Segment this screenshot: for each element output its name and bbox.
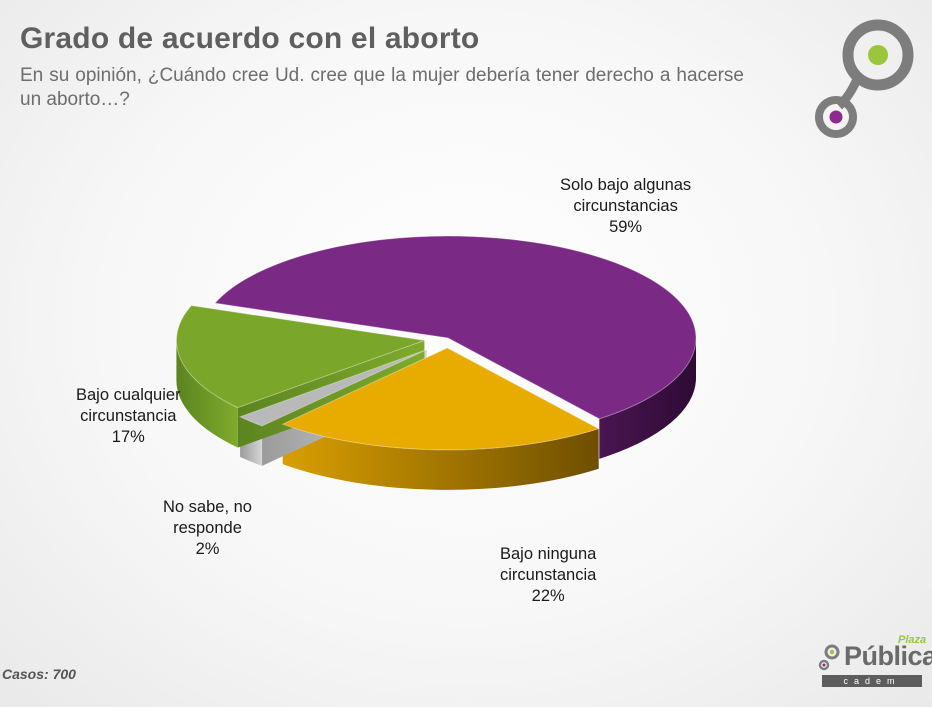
slice-label-bajo-ninguna: Bajo ninguna circunstancia 22% [500,544,596,607]
slice-label-line: responde [173,519,242,537]
brand-pin-icon [818,644,840,671]
pie-slice-no-sabe [238,349,427,427]
slice-label-bajo-cualquier: Bajo cualquier circunstancia 17% [76,385,181,448]
slice-label-line: Solo bajo algunas [560,176,692,194]
slice-label-line: No sabe, no [163,498,252,516]
slice-label-line: circunstancia [500,566,597,584]
brand-name: Pública [844,641,932,671]
pie-slice-bajo-cualquier [175,305,425,409]
pie-slice-side-bajo-ninguna [282,424,599,490]
pie-slice-cut-bajo-cualquier [237,340,425,448]
pie-slice-solo-bajo-algunas [213,235,697,420]
slice-label-line: Bajo cualquier [76,386,181,404]
slice-label-line: circunstancias [573,197,678,215]
slice-label-line: Bajo ninguna [500,545,597,563]
pie-slice-side-solo-bajo-algunas [599,338,696,459]
slice-value-label: 22% [531,587,565,605]
page-title: Grado de acuerdo con el aborto [20,22,480,55]
brand-superscript: Plaza [898,634,927,646]
page-subtitle: En su opinión, ¿Cuándo cree Ud. cree que… [20,65,744,110]
pie-tops [175,235,697,451]
slice-label-line: circunstancia [80,407,177,425]
brand-logo: Pública Plaza cadem [818,634,932,689]
pie-slice-bajo-ninguna [281,347,600,451]
slice-value-label: 2% [195,540,220,558]
pie-slice-side-bajo-cualquier [176,340,238,448]
slice-label-solo-bajo-algunas: Solo bajo algunas circunstancias 59% [560,175,691,238]
logo-circles-icon [815,19,914,138]
slice-value-label: 59% [609,218,643,236]
brand-tagline: cadem [822,675,922,687]
cases-count: Casos: 700 [2,666,76,682]
slice-value-label: 17% [111,428,145,446]
slice-label-no-sabe: No sabe, no responde 2% [163,497,252,560]
